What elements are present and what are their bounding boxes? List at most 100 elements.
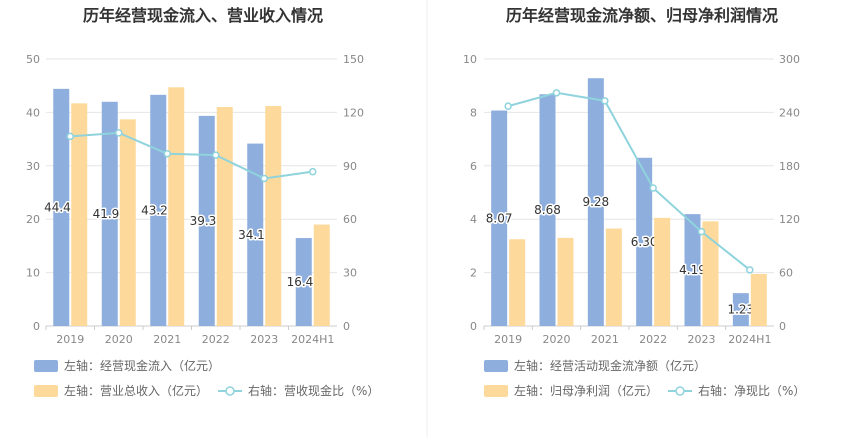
left-axis-tick-label: 20 — [26, 213, 40, 226]
bar-data-label: 6.30 — [631, 235, 658, 249]
x-axis-tick-label: 2022 — [639, 333, 667, 346]
legend-swatch — [34, 360, 58, 372]
right-axis-tick-label: 0 — [343, 320, 350, 333]
ratio-line-point — [260, 174, 268, 183]
right-axis-tick-label: 150 — [343, 53, 364, 66]
x-axis-tick-label: 2024H1 — [728, 333, 771, 346]
bar-primary — [247, 143, 264, 326]
bar-secondary — [702, 221, 719, 326]
bar-data-label: 1.23 — [727, 303, 754, 317]
left-axis-tick-label: 50 — [26, 53, 40, 66]
bar-secondary — [71, 103, 88, 327]
right-axis-tick-label: 90 — [343, 160, 357, 173]
legend-label: 左轴：经营现金流入（亿元） — [64, 358, 220, 373]
bar-primary — [539, 94, 556, 326]
bar-primary — [295, 238, 312, 326]
ratio-line-point — [163, 149, 171, 158]
x-axis-tick-label: 2024H1 — [291, 333, 334, 346]
bar-data-label: 39.35 — [190, 214, 224, 228]
bar-data-label: 9.28 — [582, 195, 609, 209]
right-axis-tick-label: 60 — [779, 267, 793, 280]
bar-secondary — [557, 237, 574, 326]
bar-secondary — [750, 273, 767, 326]
left-axis-tick-label: 0 — [33, 320, 40, 333]
bar-secondary — [168, 87, 185, 326]
bar-primary — [732, 293, 749, 326]
bar-primary — [198, 115, 215, 326]
left-axis-tick-label: 10 — [463, 53, 477, 66]
legend-swatch — [484, 360, 508, 372]
legend-label: 右轴：营收现金比（%） — [248, 383, 379, 398]
left-axis-tick-label: 6 — [470, 160, 477, 173]
bar-data-label: 43.29 — [141, 203, 175, 217]
legend-swatch — [484, 385, 508, 397]
right-axis-tick-label: 240 — [779, 106, 800, 119]
ratio-line-point — [212, 151, 220, 159]
ratio-line-point — [309, 167, 317, 176]
ratio-line-point — [746, 266, 754, 274]
x-axis-tick-label: 2022 — [202, 333, 230, 346]
left-axis-tick-label: 40 — [26, 106, 40, 119]
ratio-line-point — [601, 97, 609, 105]
legend-label: 左轴：归母净利润（亿元） — [514, 383, 658, 398]
bar-data-label: 41.99 — [93, 207, 127, 221]
bar-data-label: 8.07 — [486, 211, 513, 225]
legend-label: 右轴：净现比（%） — [698, 383, 805, 398]
ratio-line — [70, 131, 313, 180]
right-axis-tick-label: 120 — [343, 106, 364, 119]
left-axis-tick-label: 0 — [470, 320, 477, 333]
chart-title: 历年经营现金流净额、归母净利润情况 — [506, 6, 778, 25]
right-axis-tick-label: 180 — [779, 160, 800, 173]
ratio-line-point — [66, 132, 74, 141]
x-axis-tick-label: 2019 — [56, 333, 84, 346]
ratio-line-point — [115, 129, 123, 137]
bar-data-label: 44.41 — [44, 200, 78, 214]
bar-primary — [101, 101, 118, 326]
bar-secondary — [119, 119, 136, 326]
ratio-line-point — [552, 89, 561, 97]
bar-secondary — [265, 105, 282, 326]
right-axis-tick-label: 300 — [779, 53, 800, 66]
left-axis-tick-label: 2 — [470, 267, 477, 280]
legend-label: 左轴：营业总收入（亿元） — [64, 383, 208, 398]
legend-swatch-marker — [225, 386, 235, 396]
right-axis-tick-label: 120 — [779, 213, 800, 226]
legend-label: 左轴：经营活动现金流净额（亿元） — [514, 358, 706, 373]
bar-data-label: 16.47 — [287, 275, 321, 289]
left-axis-tick-label: 8 — [470, 106, 477, 119]
bar-data-label: 4.19 — [679, 263, 706, 277]
x-axis-tick-label: 2020 — [543, 333, 571, 346]
bar-data-label: 34.16 — [238, 228, 272, 242]
x-axis-tick-label: 2021 — [591, 333, 619, 346]
x-axis-tick-label: 2019 — [494, 333, 522, 346]
bar-secondary — [509, 239, 526, 326]
x-axis-tick-label: 2020 — [105, 333, 133, 346]
bar-primary — [684, 214, 701, 326]
right-axis-tick-label: 60 — [343, 213, 357, 226]
bar-secondary — [216, 107, 233, 326]
bar-primary — [587, 78, 604, 326]
ratio-line-point — [504, 102, 512, 110]
x-axis-tick-label: 2021 — [153, 333, 181, 346]
left-axis-tick-label: 4 — [470, 213, 477, 226]
bar-primary — [636, 157, 653, 326]
legend-swatch — [34, 385, 58, 397]
ratio-line-point — [697, 227, 706, 236]
right-axis-tick-label: 30 — [343, 267, 357, 280]
left-axis-tick-label: 10 — [26, 267, 40, 280]
bar-data-label: 8.68 — [534, 203, 561, 217]
ratio-line-point — [649, 184, 657, 192]
bar-secondary — [313, 224, 330, 326]
chart-title: 历年经营现金流入、营业收入情况 — [83, 6, 323, 25]
bar-primary — [491, 110, 508, 326]
x-axis-tick-label: 2023 — [250, 333, 278, 346]
legend-swatch-marker — [675, 386, 685, 396]
x-axis-tick-label: 2023 — [688, 333, 716, 346]
bar-secondary — [654, 217, 671, 326]
bar-primary — [53, 88, 70, 326]
right-axis-tick-label: 0 — [779, 320, 786, 333]
left-axis-tick-label: 30 — [26, 160, 40, 173]
ratio-line — [507, 91, 751, 271]
